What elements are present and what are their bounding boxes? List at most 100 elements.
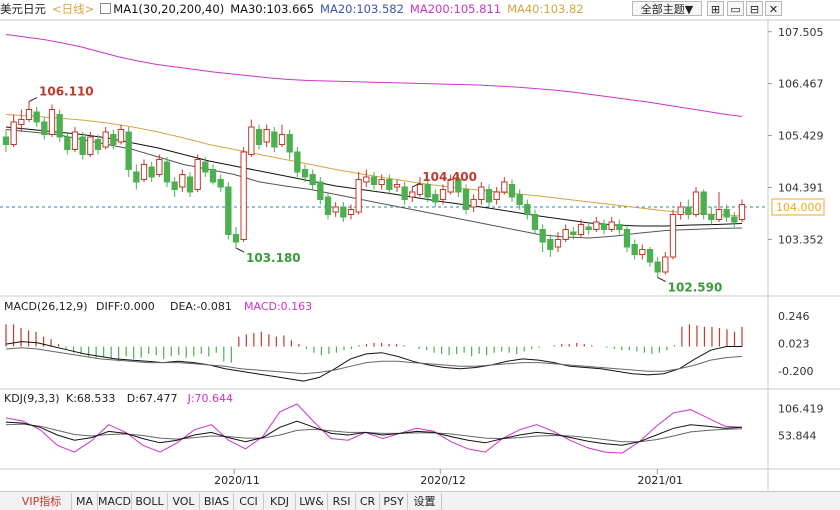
candle-body [493,191,500,200]
macd-legend-1: DEA:-0.081 [170,300,232,313]
tab-2[interactable]: MACD [98,493,132,510]
candle-body [386,179,393,190]
tab-3[interactable]: BOLL [132,493,168,510]
tab-11[interactable]: PSY [380,493,408,510]
candle-body [209,169,217,183]
candle-body [731,216,738,223]
candle-body [646,249,654,263]
candle-body [692,191,700,215]
candle-body [562,229,569,240]
candle-body [639,249,646,255]
ma40-label: MA40:103.82 [507,2,584,16]
candle-body [294,151,301,173]
price-tick-label: 103.352 [778,233,824,246]
tab-1[interactable]: MA [72,493,98,510]
current-price-label: 104.000 [776,201,822,214]
close-icon[interactable]: ✕ [765,1,782,16]
annotation-arrow-high-2 [412,182,421,188]
candle-body [715,209,723,220]
candle-body [248,126,255,155]
kdj-k-line [5,420,743,446]
candle-body [340,206,347,218]
candle-body [524,204,531,215]
candle-body [585,226,592,230]
tab-8[interactable]: LW& [296,493,328,510]
candle-body [723,209,730,218]
candle-body [432,194,439,203]
indicator-tabs: VIP指标 MA MACD BOLL VOL BIAS CCI KDJ LW& RSI CR PSY 设… [0,491,840,510]
candle-body [462,189,470,210]
candle-body [608,221,615,230]
macd-legend-0: DIFF:0.000 [96,300,155,313]
candle-body [677,206,684,215]
minimize-icon[interactable]: ▭ [727,1,744,16]
candle-body [593,221,600,230]
chart-canvas[interactable]: 107.505 106.467 105.429 104.391 103.352 104.0… [0,0,840,491]
tab-6[interactable]: CCI [234,493,264,510]
candle-body [110,134,117,145]
ma-settings-icon[interactable] [100,3,112,14]
candle-body [48,109,56,135]
tab-0[interactable]: VIP指标 [12,493,72,510]
macd-tick-label: -0.200 [778,365,813,378]
candle-body [87,136,94,155]
kdj-legend-2: J:70.644 [187,392,233,405]
candle-body [194,159,201,190]
candle-body [409,191,416,198]
kdj-legend-0: K:68.533 [66,392,115,405]
candle-body [232,234,240,243]
tab-4[interactable]: VOL [168,493,200,510]
candle-body [700,191,707,215]
candle-body [10,121,17,145]
tab-10[interactable]: CR [356,493,380,510]
candle-body [539,229,546,243]
ma-line-ma200 [5,34,743,117]
candle-body [478,186,485,200]
macd-title: MACD(26,12,9) [4,300,88,313]
symbol-title: 美元日元 [0,2,46,16]
annotation-high-2: 104.400 [422,170,477,184]
split-view-icon[interactable]: ⊟ [746,1,763,16]
price-tick-label: 105.429 [778,130,824,143]
crosshair-tool-icon[interactable]: ⊞ [707,1,724,16]
candle-body [669,214,677,258]
tab-12[interactable]: 设置 [408,493,442,510]
candle-body [485,189,493,203]
tab-9[interactable]: RSI [328,493,356,510]
kdj-legend-1: D:67.477 [127,392,178,405]
candle-body [179,174,186,188]
candle-body [301,169,309,178]
candle-body [577,224,585,235]
candle-body [278,134,286,145]
tab-5[interactable]: BIAS [200,493,234,510]
candle-body [355,179,362,213]
candle-body [370,176,378,185]
candle-body [416,184,424,195]
candle-body [71,131,79,150]
candle-body [156,159,163,175]
candle-body [547,239,554,250]
x-tick-label: 2020/11 [214,474,260,487]
candle-body [240,151,247,240]
candle-body [140,164,148,180]
candle-body [309,174,316,185]
candle-body [378,179,385,185]
candle-body [685,206,692,215]
tab-7[interactable]: KDJ [264,493,296,510]
price-tick-label: 104.391 [778,181,824,194]
candle-body [708,214,715,220]
candle-body [324,196,332,215]
candle-body [102,131,109,148]
theme-dropdown-button[interactable]: 全部主题▼ [632,1,702,16]
candle-body [64,136,71,150]
kdj-tick-label: 53.844 [778,430,817,443]
candle-body [363,176,370,183]
current-price-badge [771,198,825,216]
candle-body [401,186,408,200]
ma30-label: MA30:103.665 [230,2,315,16]
candle-body [516,194,523,205]
period-label[interactable]: <日线> [52,2,95,16]
candle-body [148,166,155,178]
chart-header: 美元日元 <日线> MA1(30,20,200,40) MA30:103.665 MA2… [0,0,625,18]
annotation-high-1: 106.110 [39,85,94,99]
